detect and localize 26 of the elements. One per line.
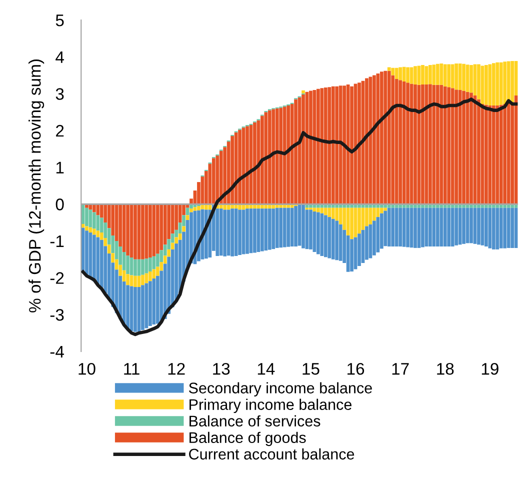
y-tick-label: -2	[50, 272, 64, 284]
x-tick-label: 15	[302, 363, 320, 375]
legend-label: Current account balance	[189, 448, 354, 460]
y-tick-label: 0	[56, 198, 64, 210]
y-tick-label: -4	[50, 346, 64, 358]
y-tick-label: -3	[50, 308, 64, 321]
x-tick-label: 18	[437, 362, 454, 375]
x-tick-label: 12	[168, 362, 185, 375]
y-axis-title: % of GDP (12-month moving sum)	[28, 60, 44, 312]
legend-label: Balance of goods	[190, 432, 306, 446]
y-tick-label: 3	[56, 88, 64, 100]
y-tick-label: -1	[50, 236, 64, 247]
x-tick-label: 16	[348, 362, 364, 375]
x-tick-label: 11	[124, 363, 140, 375]
x-tick-label: 17	[392, 363, 409, 375]
y-tick-label: 4	[56, 51, 64, 63]
x-tick-label: 19	[482, 362, 498, 375]
x-tick-label: 14	[258, 363, 275, 375]
x-tick-label: 10	[78, 362, 96, 375]
y-tick-label: 1	[56, 162, 64, 174]
x-tick-label: 13	[213, 362, 230, 375]
legend-label: Balance of services	[190, 415, 320, 427]
y-tick-label: 2	[56, 124, 64, 137]
legend-label: Primary income balance	[190, 398, 352, 414]
legend-label: Secondary income balance	[188, 382, 372, 396]
y-tick-label: 5	[56, 14, 64, 26]
